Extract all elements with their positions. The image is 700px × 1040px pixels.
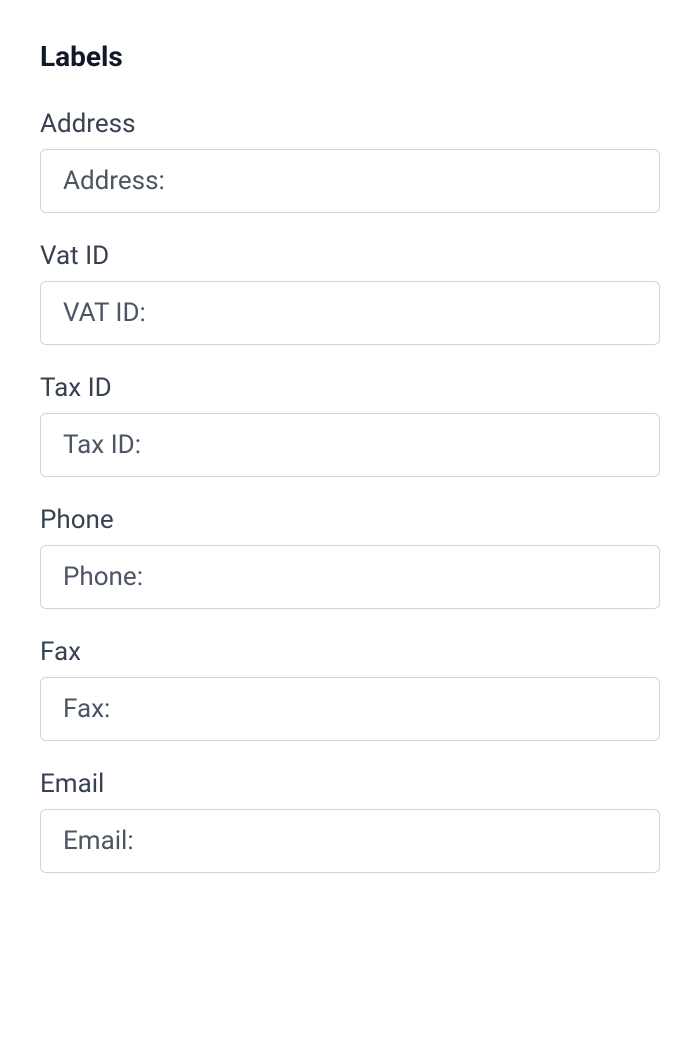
fax-input[interactable] xyxy=(40,677,660,741)
tax-id-input[interactable] xyxy=(40,413,660,477)
email-input[interactable] xyxy=(40,809,660,873)
form-group-vat-id: Vat ID xyxy=(40,241,660,345)
form-group-phone: Phone xyxy=(40,505,660,609)
form-group-fax: Fax xyxy=(40,637,660,741)
form-group-tax-id: Tax ID xyxy=(40,373,660,477)
address-input[interactable] xyxy=(40,149,660,213)
phone-input[interactable] xyxy=(40,545,660,609)
phone-label: Phone xyxy=(40,505,660,535)
email-label: Email xyxy=(40,769,660,799)
section-title: Labels xyxy=(40,40,660,73)
form-group-address: Address xyxy=(40,109,660,213)
vat-id-label: Vat ID xyxy=(40,241,660,271)
form-group-email: Email xyxy=(40,769,660,873)
address-label: Address xyxy=(40,109,660,139)
tax-id-label: Tax ID xyxy=(40,373,660,403)
fax-label: Fax xyxy=(40,637,660,667)
vat-id-input[interactable] xyxy=(40,281,660,345)
